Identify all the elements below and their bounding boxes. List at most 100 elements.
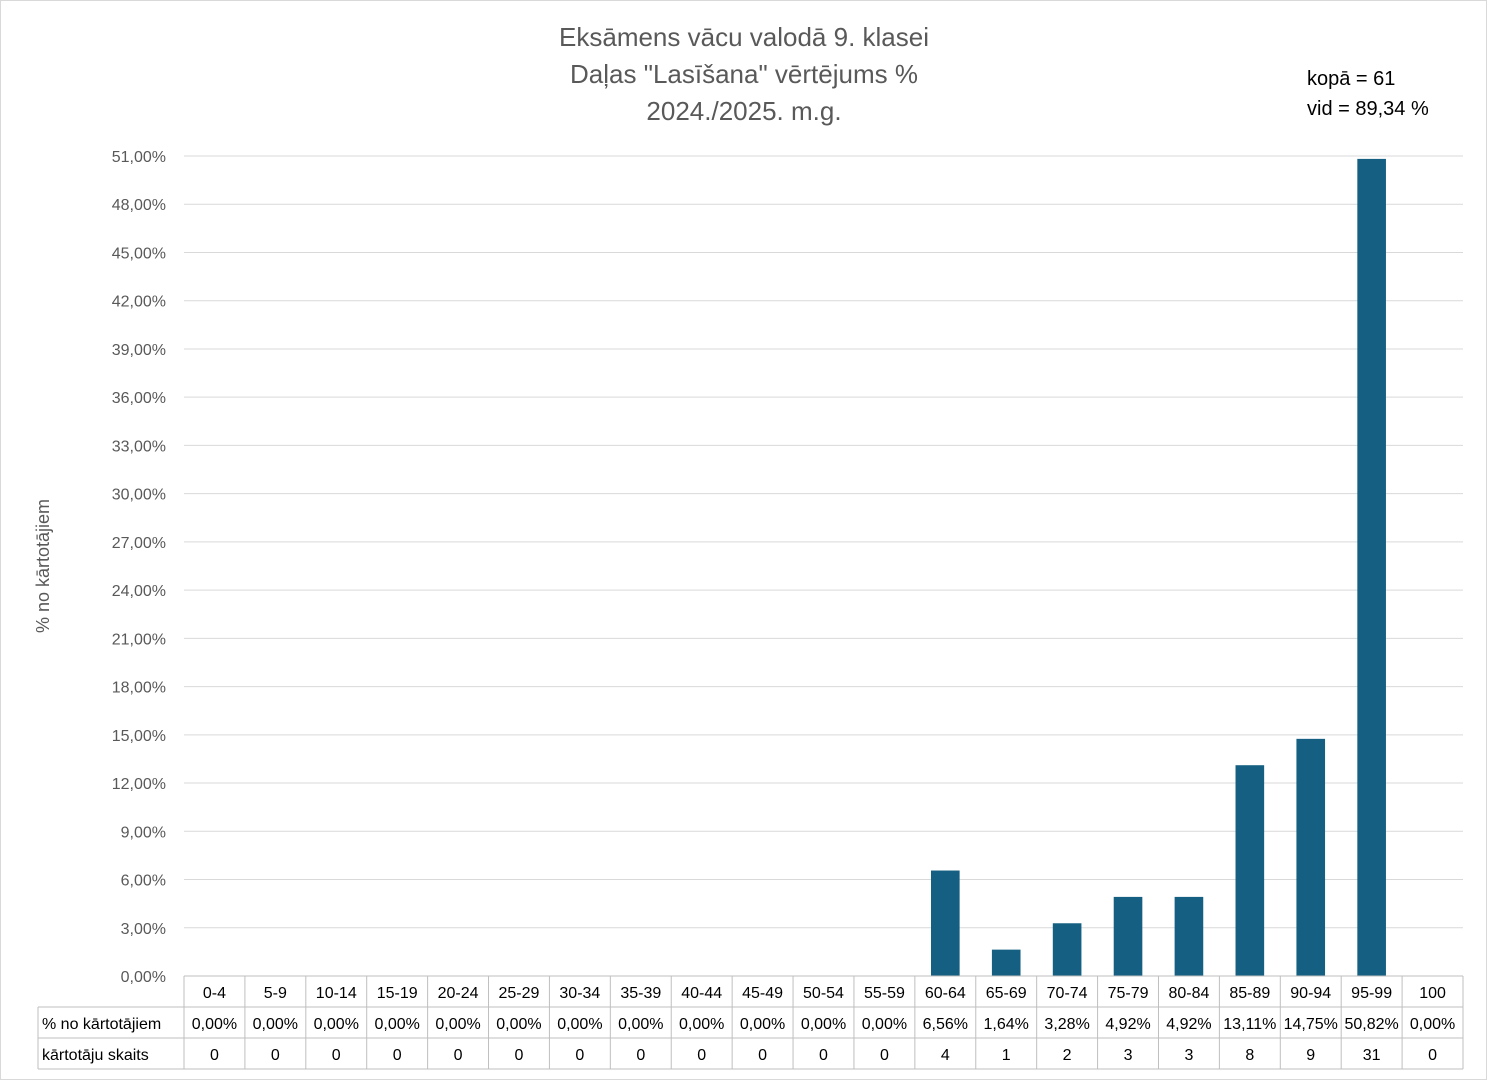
- x-tick-label: 100: [1419, 985, 1446, 1002]
- data-label-percent: 0,00%: [557, 1016, 602, 1033]
- y-tick-label: 36,00%: [112, 390, 166, 407]
- data-label-count: 0: [1428, 1047, 1437, 1064]
- data-label-percent: 0,00%: [862, 1016, 907, 1033]
- y-tick-label: 48,00%: [112, 197, 166, 214]
- data-label-percent: 0,00%: [1410, 1016, 1455, 1033]
- x-tick-label: 10-14: [316, 985, 357, 1002]
- x-tick-label: 20-24: [438, 985, 479, 1002]
- bar: [1113, 896, 1143, 976]
- chart-title-line: Eksāmens vācu valodā 9. klasei: [559, 22, 929, 52]
- data-label-count: 0: [636, 1047, 645, 1064]
- data-label-percent: 3,28%: [1044, 1016, 1089, 1033]
- x-tick-label: 30-34: [559, 985, 600, 1002]
- x-tick-label: 0-4: [203, 985, 226, 1002]
- table-row-header: % no kārtotājiem: [42, 1016, 161, 1033]
- data-label-count: 0: [880, 1047, 889, 1064]
- chart-title-line: 2024./2025. m.g.: [646, 96, 841, 126]
- x-tick-label: 15-19: [377, 985, 418, 1002]
- data-label-count: 0: [697, 1047, 706, 1064]
- y-axis-label: % no kārtotājiem: [33, 499, 53, 633]
- y-tick-label: 33,00%: [112, 438, 166, 455]
- y-tick-label: 18,00%: [112, 680, 166, 697]
- data-label-count: 0: [210, 1047, 219, 1064]
- data-label-count: 0: [819, 1047, 828, 1064]
- data-label-percent: 13,11%: [1223, 1016, 1276, 1033]
- table-row-header: kārtotāju skaits: [42, 1047, 149, 1064]
- y-tick-label: 30,00%: [112, 487, 166, 504]
- chart-title-line: Daļas "Lasīšana" vērtējums %: [570, 59, 918, 89]
- x-tick-label: 75-79: [1108, 985, 1149, 1002]
- data-label-count: 3: [1184, 1047, 1193, 1064]
- data-label-percent: 0,00%: [253, 1016, 298, 1033]
- y-tick-label: 3,00%: [121, 921, 166, 938]
- data-label-percent: 0,00%: [679, 1016, 724, 1033]
- data-label-percent: 0,00%: [374, 1016, 419, 1033]
- bar: [991, 949, 1021, 976]
- bar: [1357, 158, 1386, 977]
- x-tick-label: 50-54: [803, 985, 844, 1002]
- y-tick-label: 15,00%: [112, 728, 166, 745]
- data-label-percent: 1,64%: [984, 1016, 1029, 1033]
- x-tick-label: 95-99: [1351, 985, 1392, 1002]
- data-label-percent: 0,00%: [740, 1016, 785, 1033]
- data-label-count: 0: [515, 1047, 524, 1064]
- data-label-percent: 0,00%: [496, 1016, 541, 1033]
- bar: [930, 870, 960, 976]
- data-label-percent: 50,82%: [1345, 1016, 1399, 1033]
- data-label-percent: 0,00%: [618, 1016, 663, 1033]
- data-label-percent: 4,92%: [1105, 1016, 1150, 1033]
- data-label-count: 4: [941, 1047, 950, 1064]
- chart-title: Eksāmens vācu valodā 9. klasei Daļas "Las…: [559, 22, 929, 126]
- summary-annotation-line: kopā = 61: [1307, 68, 1395, 90]
- y-tick-label: 45,00%: [112, 245, 166, 262]
- x-tick-label: 65-69: [986, 985, 1027, 1002]
- data-label-count: 0: [332, 1047, 341, 1064]
- bar: [1296, 738, 1326, 976]
- summary-annotation-line: vid = 89,34 %: [1307, 98, 1429, 120]
- data-label-count: 0: [393, 1047, 402, 1064]
- x-tick-label: 90-94: [1290, 985, 1331, 1002]
- y-tick-label: 51,00%: [112, 149, 166, 166]
- data-label-percent: 0,00%: [314, 1016, 359, 1033]
- x-tick-label: 55-59: [864, 985, 905, 1002]
- data-label-count: 0: [454, 1047, 463, 1064]
- x-tick-label: 85-89: [1229, 985, 1270, 1002]
- x-tick-label: 80-84: [1168, 985, 1209, 1002]
- data-label-count: 3: [1124, 1047, 1133, 1064]
- x-tick-label: 40-44: [681, 985, 722, 1002]
- data-label-count: 1: [1002, 1047, 1011, 1064]
- data-label-percent: 6,56%: [923, 1016, 968, 1033]
- y-tick-label: 42,00%: [112, 294, 166, 311]
- data-label-percent: 0,00%: [801, 1016, 846, 1033]
- data-label-percent: 4,92%: [1166, 1016, 1211, 1033]
- x-tick-label: 25-29: [499, 985, 540, 1002]
- data-label-count: 0: [575, 1047, 584, 1064]
- y-tick-label: 0,00%: [121, 969, 166, 986]
- summary-annotation: kopā = 61 vid = 89,34 %: [1307, 68, 1429, 120]
- y-axis-ticks: 0,00% 3,00% 6,00% 9,00% 12,00% 15,00% 18,00% 21…: [112, 149, 166, 986]
- bars: [930, 158, 1386, 977]
- data-label-count: 8: [1245, 1047, 1254, 1064]
- data-label-count: 9: [1306, 1047, 1315, 1064]
- y-tick-label: 21,00%: [112, 631, 166, 648]
- y-tick-label: 27,00%: [112, 535, 166, 552]
- data-label-percent: 0,00%: [435, 1016, 480, 1033]
- bar: [1174, 896, 1204, 976]
- data-label-count: 0: [271, 1047, 280, 1064]
- y-tick-label: 39,00%: [112, 342, 166, 359]
- bar: [1235, 765, 1265, 976]
- x-tick-label: 5-9: [264, 985, 287, 1002]
- y-tick-label: 12,00%: [112, 776, 166, 793]
- gridlines: [184, 155, 1463, 977]
- x-tick-label: 60-64: [925, 985, 966, 1002]
- data-label-percent: 14,75%: [1284, 1016, 1338, 1033]
- y-tick-label: 9,00%: [121, 824, 166, 841]
- data-label-percent: 0,00%: [192, 1016, 237, 1033]
- x-tick-label: 70-74: [1047, 985, 1088, 1002]
- data-label-count: 31: [1363, 1047, 1381, 1064]
- data-label-count: 0: [758, 1047, 767, 1064]
- x-tick-label: 35-39: [620, 985, 661, 1002]
- x-tick-label: 45-49: [742, 985, 783, 1002]
